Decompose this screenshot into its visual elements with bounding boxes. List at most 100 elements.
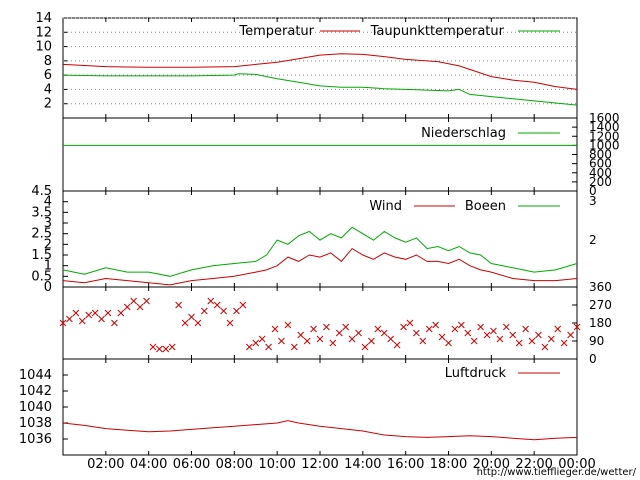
direction-point: [560, 339, 568, 347]
y-tick-label: 0: [589, 352, 597, 366]
direction-point: [226, 319, 234, 327]
direction-point: [528, 337, 536, 345]
y-tick-label: 1600: [589, 111, 620, 125]
y-tick-label: 1040: [19, 400, 52, 415]
direction-point: [194, 319, 202, 327]
direction-point: [406, 319, 414, 327]
direction-point: [457, 321, 465, 329]
direction-point: [419, 337, 427, 345]
y-tick-label: 0: [44, 280, 52, 295]
y-tick-label: 0: [589, 184, 597, 198]
x-tick-label: 18:00: [430, 457, 467, 472]
x-tick-label: 08:00: [216, 457, 253, 472]
legend-label: Niederschlag: [421, 126, 506, 141]
y2-tick-label: 3: [589, 194, 597, 208]
direction-point: [342, 323, 350, 331]
direction-point: [265, 343, 272, 351]
y-tick-label: 1036: [19, 432, 52, 447]
direction-point: [284, 321, 292, 329]
series-line-boeen: [62, 226, 578, 277]
direction-point: [470, 337, 478, 345]
series-line-temperatur: [62, 53, 578, 90]
panel-frame-3: [62, 286, 578, 360]
x-tick-label: 06:00: [173, 457, 210, 472]
direction-point: [310, 325, 317, 333]
y-tick-label: 1038: [19, 416, 52, 431]
y-tick-label: 1000: [589, 138, 620, 152]
direction-point: [567, 331, 574, 339]
direction-point: [175, 301, 183, 309]
x-tick-label: 00:00: [558, 457, 595, 472]
direction-point: [496, 335, 504, 343]
y-tick-label: 400: [589, 166, 612, 180]
direction-point: [200, 307, 208, 315]
series-line-luftdruck: [62, 420, 578, 441]
direction-point: [188, 313, 195, 321]
y2-tick-label: 2: [589, 233, 597, 247]
direction-point: [547, 335, 555, 343]
y-tick-label: 3: [44, 216, 52, 231]
direction-point: [522, 325, 529, 333]
legend-label: Wind: [369, 199, 402, 214]
direction-point: [271, 325, 279, 333]
direction-point: [59, 319, 67, 327]
direction-point: [445, 339, 452, 347]
direction-point: [413, 329, 420, 337]
y-tick-label: 8: [44, 54, 52, 69]
y-tick-label: 1044: [19, 368, 52, 383]
direction-point: [438, 333, 446, 341]
direction-point: [78, 317, 86, 325]
legend-label: Taupunkttemperatur: [370, 24, 505, 39]
direction-point: [380, 329, 388, 337]
direction-point: [233, 307, 240, 315]
direction-point: [335, 329, 343, 337]
y-tick-label: 6: [44, 68, 52, 83]
direction-point: [348, 335, 356, 343]
direction-point: [541, 343, 549, 351]
direction-point: [432, 321, 440, 329]
direction-point: [104, 309, 112, 317]
direction-point: [66, 315, 73, 323]
y-tick-label: 1.5: [31, 248, 52, 263]
direction-point: [136, 303, 144, 311]
direction-point: [117, 309, 125, 317]
direction-point: [72, 309, 80, 317]
y-tick-label: 12: [35, 25, 52, 40]
x-tick-label: 14:00: [344, 457, 381, 472]
direction-point: [258, 335, 266, 343]
y-tick-label: 2: [44, 97, 52, 112]
direction-point: [303, 337, 311, 345]
direction-point: [483, 331, 491, 339]
legend-label: Luftdruck: [445, 366, 507, 381]
series-line-taupunkttemperatur: [62, 73, 578, 106]
x-tick-label: 16:00: [387, 457, 424, 472]
direction-point: [355, 329, 362, 337]
y-tick-label: 0.5: [31, 269, 52, 284]
direction-point: [329, 339, 337, 347]
direction-point: [181, 319, 189, 327]
direction-point: [535, 331, 542, 339]
direction-point: [490, 327, 497, 335]
y-tick-label: 1: [44, 259, 52, 274]
y-tick-label: 4.5: [31, 184, 52, 199]
direction-point: [130, 297, 138, 305]
y-tick-label: 1200: [589, 129, 620, 143]
x-tick-label: 12:00: [301, 457, 338, 472]
y-tick-label: 4: [44, 195, 52, 210]
y-tick-label: 10: [35, 40, 52, 55]
direction-point: [278, 337, 285, 345]
direction-point: [168, 343, 176, 351]
x-tick-label: 02:00: [87, 457, 124, 472]
direction-point: [316, 335, 324, 343]
direction-point: [464, 329, 472, 337]
direction-point: [515, 339, 523, 347]
direction-point: [162, 345, 170, 353]
direction-point: [297, 331, 305, 339]
direction-point: [509, 331, 517, 339]
y-tick-label: 2: [44, 237, 52, 252]
direction-point: [387, 335, 395, 343]
direction-point: [149, 343, 157, 351]
y-tick-label: 800: [589, 148, 612, 162]
direction-point: [290, 343, 298, 351]
